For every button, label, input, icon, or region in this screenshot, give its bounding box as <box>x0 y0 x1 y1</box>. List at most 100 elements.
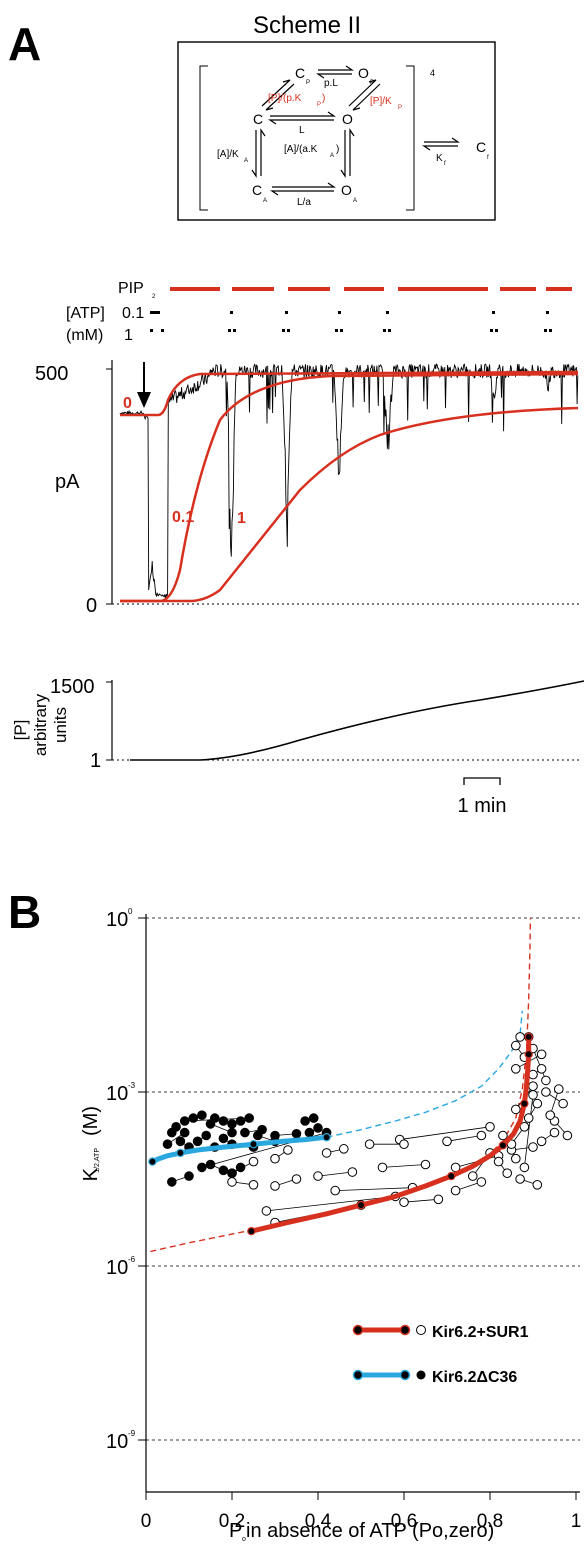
state-op-sub: P <box>370 80 374 86</box>
scheme-superscript: 4 <box>430 68 435 78</box>
b-point-dc36 <box>167 1177 177 1187</box>
b-fit-point <box>498 1141 508 1150</box>
b-point-dc36 <box>240 1127 250 1138</box>
b-point-sur1 <box>532 1180 543 1190</box>
b-point-sur1 <box>536 1064 547 1074</box>
b-point-sur1 <box>270 1181 280 1191</box>
atp-label: [ATP] <box>66 305 105 322</box>
b-point-dc36 <box>205 1159 216 1170</box>
b-connector <box>317 1171 353 1177</box>
b-fit-line-1 <box>151 1134 327 1164</box>
atp-1-label: 1 <box>124 327 133 344</box>
rate-bracket-cf-sub: f <box>444 161 446 167</box>
b-point-sur1 <box>536 1136 547 1147</box>
b-y-tick-label: 10 <box>106 909 128 931</box>
b-point-sur1 <box>528 1081 538 1091</box>
panel-a-label: A <box>8 18 41 70</box>
p-trace-curve <box>130 680 585 761</box>
b-ylabel-unit: (M) <box>80 1106 102 1136</box>
b-fit-point <box>148 1157 157 1166</box>
b-connector <box>532 1048 547 1081</box>
b-fit-point <box>176 1148 185 1158</box>
b-point-sur1 <box>313 1171 323 1181</box>
b-connector <box>266 1196 396 1212</box>
rate-c-ca: [A]/K <box>217 149 239 160</box>
atp-application-marks <box>150 311 552 332</box>
state-cp-sub: P <box>306 80 310 86</box>
current-trace <box>119 363 579 598</box>
rate-c-cp: [P]/(p.K <box>268 93 302 104</box>
b-y-tick-label: 10 <box>106 1083 128 1105</box>
b-fit-point <box>247 1226 256 1236</box>
scheme-left-bracket <box>199 65 208 211</box>
b-connector <box>382 1164 426 1168</box>
trace-y-zero-label: 0 <box>86 595 97 617</box>
b-point-sur1 <box>399 1139 409 1149</box>
legend-item-dc36: Kir6.2ΔC36 <box>352 1369 517 1386</box>
b-point-sur1 <box>227 1177 237 1187</box>
b-point-sur1 <box>321 1148 332 1158</box>
state-ca: C <box>252 182 262 198</box>
curve-label-1: 1 <box>237 510 246 527</box>
b-y-tick-exp: -9 <box>128 1429 136 1438</box>
b-fit-point <box>520 1099 529 1108</box>
b-point-dc36 <box>205 1119 216 1129</box>
b-point-dc36 <box>192 1136 203 1147</box>
b-point-dc36 <box>175 1136 186 1147</box>
b-fit-point <box>356 1200 366 1210</box>
b-x-tick-label: 0.6 <box>391 1511 417 1532</box>
b-point-sur1 <box>485 1122 495 1132</box>
atp-01-label: 0.1 <box>122 305 144 322</box>
rate-c-cp-end: ) <box>322 93 325 104</box>
b-y-tick-label: 10 <box>106 1257 128 1279</box>
b-model-curve-1 <box>326 1010 523 1138</box>
rate-c-cp-sub: P <box>317 102 321 108</box>
b-connector <box>403 1198 439 1203</box>
b-point-sur1 <box>549 1127 560 1138</box>
b-point-sur1 <box>468 1171 478 1181</box>
b-point-dc36 <box>227 1119 237 1129</box>
b-model-curve-0 <box>150 917 532 1253</box>
b-point-sur1 <box>270 1153 280 1164</box>
b-point-sur1 <box>450 1185 461 1196</box>
b-point-dc36 <box>227 1127 237 1138</box>
b-point-sur1 <box>502 1168 513 1178</box>
state-cp: C <box>295 65 305 81</box>
state-o: O <box>342 111 353 127</box>
rate-cp-op: p.L <box>324 78 338 89</box>
b-point-sur1 <box>511 1153 521 1164</box>
b-x-tick-label: 0.2 <box>219 1511 245 1532</box>
b-point-dc36 <box>218 1133 229 1144</box>
b-point-sur1 <box>291 1174 302 1184</box>
time-scale-bar <box>463 777 501 785</box>
b-point-sur1 <box>339 1144 349 1154</box>
legend-label-sur1: Kir6.2+SUR1 <box>432 1324 529 1341</box>
b-point-dc36 <box>218 1165 229 1176</box>
b-point-dc36 <box>252 1130 263 1141</box>
b-point-dc36 <box>184 1171 194 1181</box>
b-connector <box>524 1094 534 1168</box>
b-fit-point <box>322 1133 331 1142</box>
b-point-sur1 <box>562 1130 573 1141</box>
b-point-sur1 <box>493 1156 504 1167</box>
legend-label-dc36: Kir6.2ΔC36 <box>432 1369 517 1386</box>
b-point-sur1 <box>528 1142 538 1152</box>
p-trace-ylabel-3: units <box>51 707 70 743</box>
b-point-dc36 <box>304 1127 315 1138</box>
b-point-dc36 <box>197 1162 207 1173</box>
b-xlabel-sub: o <box>242 1536 246 1543</box>
b-x-tick-label: 0.4 <box>305 1511 332 1532</box>
b-y-tick-exp: -6 <box>128 1255 136 1264</box>
b-point-sur1 <box>420 1159 431 1170</box>
b-point-sur1 <box>433 1194 444 1205</box>
panel-b-label: B <box>8 886 41 938</box>
b-point-dc36 <box>188 1113 199 1123</box>
p-trace-ylabel-2: arbitrary <box>31 693 50 756</box>
b-fit-point <box>249 1139 258 1149</box>
b-point-sur1 <box>399 1197 409 1207</box>
b-y-tick-label: 10 <box>106 1431 128 1453</box>
rate-c-o: L <box>299 125 305 136</box>
b-point-sur1 <box>523 1113 534 1123</box>
pip-label: PIP <box>118 280 144 297</box>
